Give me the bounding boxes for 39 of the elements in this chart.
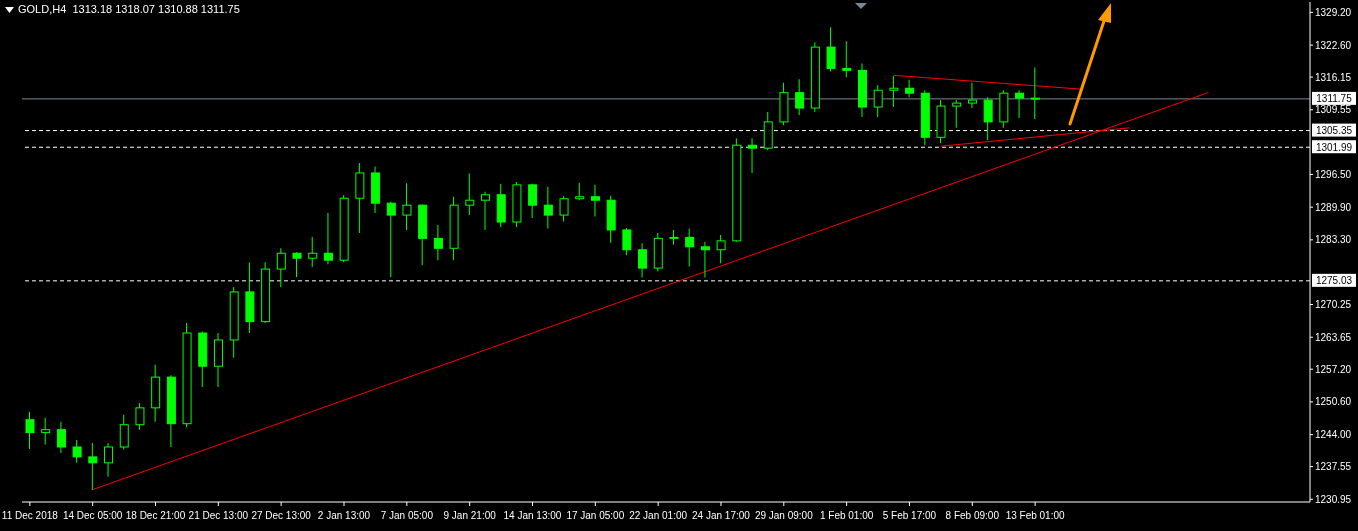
y-tick-label: 1322.60 [1315, 39, 1352, 51]
y-tick-label: 1289.90 [1315, 201, 1352, 213]
y-tick-label: 1230.95 [1315, 493, 1352, 505]
x-tick-label: 24 Jan 17:00 [692, 510, 751, 521]
y-tick-label: 1316.15 [1315, 71, 1352, 83]
y-tick-label: 1250.60 [1315, 396, 1352, 408]
x-tick-label: 9 Jan 21:00 [443, 510, 497, 521]
x-tick-label: 14 Jan 13:00 [503, 510, 562, 521]
y-tick-label: 1237.55 [1315, 461, 1352, 473]
candlestick [1030, 67, 1040, 119]
x-tick-label: 14 Dec 05:00 [62, 510, 123, 521]
candlestick [889, 76, 899, 108]
x-tick-label: 27 Dec 13:00 [251, 510, 312, 521]
ref-line-label: 1311.75 [1316, 93, 1353, 105]
y-tick-label: 1244.00 [1315, 429, 1352, 441]
x-tick-label: 22 Jan 01:00 [629, 510, 688, 521]
x-tick-label: 1 Feb 01:00 [819, 510, 874, 521]
y-tick-label: 1329.20 [1315, 6, 1352, 18]
ref-line-label: 1305.35 [1315, 125, 1353, 137]
y-tick-label: 1270.25 [1315, 299, 1352, 311]
y-tick-label: 1257.20 [1315, 363, 1352, 375]
x-tick-label: 21 Dec 13:00 [188, 510, 249, 521]
ref-line-label: 1301.99 [1315, 141, 1353, 153]
x-tick-label: 13 Feb 01:00 [1005, 510, 1066, 521]
x-tick-label: 5 Feb 17:00 [882, 510, 937, 521]
x-tick-label: 18 Dec 21:00 [125, 510, 186, 521]
chart-title: GOLD,H4 1313.18 1318.07 1310.88 1311.75 [18, 3, 240, 15]
y-tick-label: 1309.55 [1315, 104, 1352, 116]
y-tick-label: 1283.30 [1315, 234, 1352, 246]
x-tick-label: 8 Feb 09:00 [945, 510, 1000, 521]
y-tick-label: 1263.65 [1315, 331, 1352, 343]
x-tick-label: 29 Jan 09:00 [754, 510, 814, 521]
ref-line-label: 1275.03 [1315, 275, 1353, 287]
x-tick-label: 17 Jan 05:00 [566, 510, 625, 521]
x-tick-label: 7 Jan 05:00 [380, 510, 434, 521]
y-tick-label: 1296.50 [1315, 169, 1352, 180]
x-tick-label: 11 Dec 2018 [1, 510, 59, 521]
x-tick-label: 2 Jan 13:00 [317, 510, 371, 521]
candlestick [842, 41, 852, 78]
